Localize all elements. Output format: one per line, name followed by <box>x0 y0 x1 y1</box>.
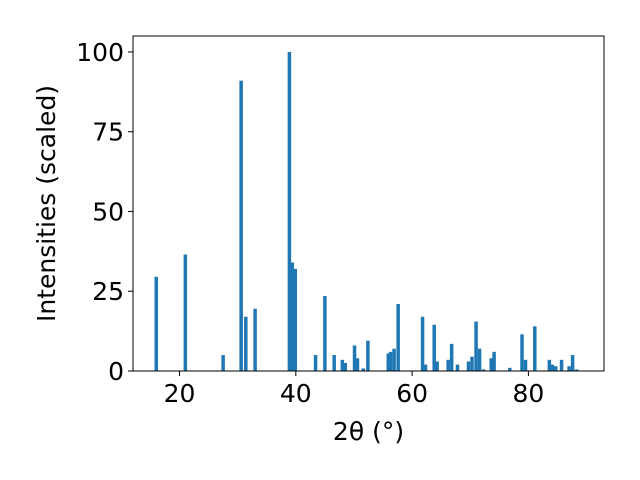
bar <box>323 296 327 371</box>
bar <box>332 355 336 371</box>
bar <box>574 369 579 371</box>
x-tick-label: 60 <box>396 379 428 408</box>
bar <box>290 262 295 371</box>
bar <box>253 308 257 371</box>
bar <box>550 364 554 371</box>
bar <box>361 368 366 371</box>
bar <box>470 356 474 371</box>
bar <box>388 351 393 371</box>
bar <box>221 355 225 371</box>
bar <box>508 367 512 371</box>
bar <box>423 364 428 371</box>
x-tick-label: 80 <box>513 379 545 408</box>
x-tick-label: 20 <box>164 379 196 408</box>
x-tick-label: 40 <box>280 379 312 408</box>
bar <box>570 355 575 371</box>
bar <box>520 334 524 371</box>
bar <box>474 321 478 371</box>
bar <box>154 276 158 371</box>
bar <box>432 324 436 371</box>
bar <box>343 363 347 371</box>
bars-group <box>154 51 579 372</box>
bar <box>489 358 493 371</box>
y-tick-label: 0 <box>108 357 124 386</box>
y-tick-label: 50 <box>92 197 124 226</box>
bar <box>366 340 370 371</box>
bar <box>477 348 482 371</box>
bar <box>547 359 552 371</box>
bar <box>183 254 188 371</box>
bar <box>396 304 400 371</box>
bar <box>446 359 450 371</box>
bar <box>420 316 425 371</box>
bar <box>293 268 297 371</box>
bar <box>481 369 486 371</box>
bar <box>559 359 564 371</box>
y-tick-label: 25 <box>92 277 124 306</box>
bar <box>244 316 248 371</box>
bar <box>313 355 318 371</box>
bar <box>287 51 292 371</box>
bar <box>455 364 460 371</box>
y-axis-label: Intensities (scaled) <box>32 85 61 322</box>
y-tick-label: 75 <box>92 118 124 147</box>
bar <box>392 348 396 371</box>
bar <box>492 351 496 371</box>
bar <box>567 366 571 371</box>
bar <box>449 343 454 371</box>
x-axis-ticks: 20 40 60 80 <box>164 371 545 408</box>
bar <box>466 361 471 371</box>
y-tick-label: 100 <box>76 38 124 67</box>
bar <box>340 359 345 371</box>
bar <box>352 345 357 371</box>
bar <box>553 366 558 371</box>
bar <box>239 80 243 372</box>
bar <box>533 326 537 371</box>
bar <box>355 358 360 371</box>
y-axis-ticks: 0 25 50 75 100 <box>76 38 133 386</box>
bar <box>435 361 439 371</box>
bar <box>523 359 528 371</box>
bar <box>386 353 391 371</box>
x-axis-label: 2θ (°) <box>333 417 404 446</box>
plot-frame <box>132 35 605 372</box>
